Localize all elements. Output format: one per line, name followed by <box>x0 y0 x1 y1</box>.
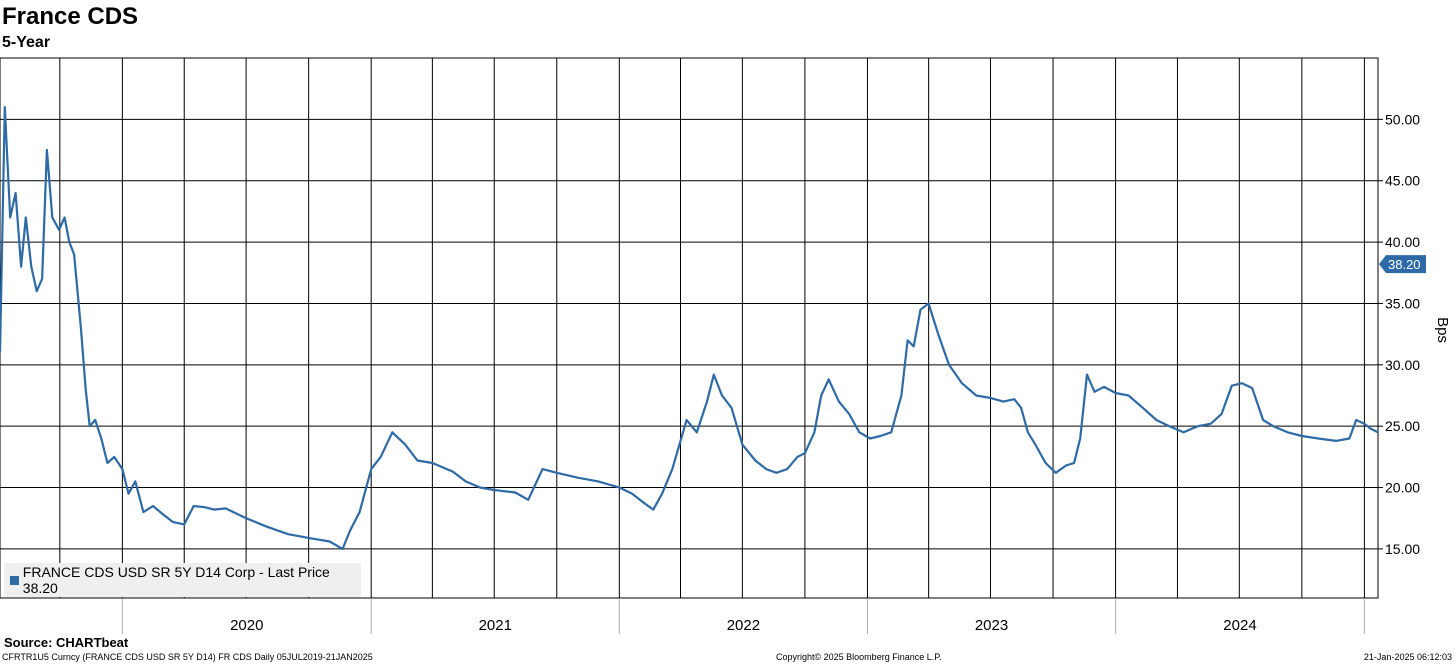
y-tick-label: 20.00 <box>1385 480 1420 496</box>
x-tick-label: 2020 <box>230 617 263 634</box>
x-axis: 2020 2021 2022 2023 2024 <box>121 598 1365 634</box>
last-price-badge <box>1379 255 1426 274</box>
y-axis-label: Bps <box>1434 317 1451 343</box>
y-tick-label: 35.00 <box>1385 295 1420 311</box>
footer-timestamp: 21-Jan-2025 06:12:03 <box>1363 652 1452 662</box>
x-tick-label: 2024 <box>1223 617 1256 634</box>
gridlines <box>0 57 1379 599</box>
source-note: Source: CHARTbeat <box>4 635 129 650</box>
footer-copyright: Copyright© 2025 Bloomberg Finance L.P. <box>776 652 942 662</box>
plot-frame <box>0 57 1379 599</box>
x-tick-label: 2023 <box>975 617 1008 634</box>
chart-subtitle: 5-Year <box>2 34 51 51</box>
y-tick-label: 50.00 <box>1385 111 1420 127</box>
y-tick-label: 30.00 <box>1385 357 1420 373</box>
legend: FRANCE CDS USD SR 5Y D14 Corp - Last Pri… <box>4 563 361 597</box>
legend-swatch <box>10 575 19 585</box>
chart-title: France CDS <box>2 3 139 30</box>
legend-label: FRANCE CDS USD SR 5Y D14 Corp - Last Pri… <box>22 564 330 596</box>
series-layer <box>0 106 1379 550</box>
y-tick-label: 40.00 <box>1385 234 1420 250</box>
y-axis: 15.00 20.00 25.00 30.00 35.00 40.00 45.00 50.00 <box>1378 111 1420 557</box>
y-tick-label: 15.00 <box>1385 541 1420 557</box>
footer-ticker: CFRTR1U5 Curncy (FRANCE CDS USD SR 5Y D1… <box>2 652 373 662</box>
y-tick-label: 25.00 <box>1385 418 1420 434</box>
series-line <box>0 106 1379 550</box>
last-price-marker: 38.20 <box>1379 255 1426 274</box>
x-tick-label: 2022 <box>727 617 760 634</box>
x-tick-label: 2021 <box>479 617 512 634</box>
last-price-label: 38.20 <box>1388 257 1421 272</box>
y-tick-label: 45.00 <box>1385 173 1420 189</box>
